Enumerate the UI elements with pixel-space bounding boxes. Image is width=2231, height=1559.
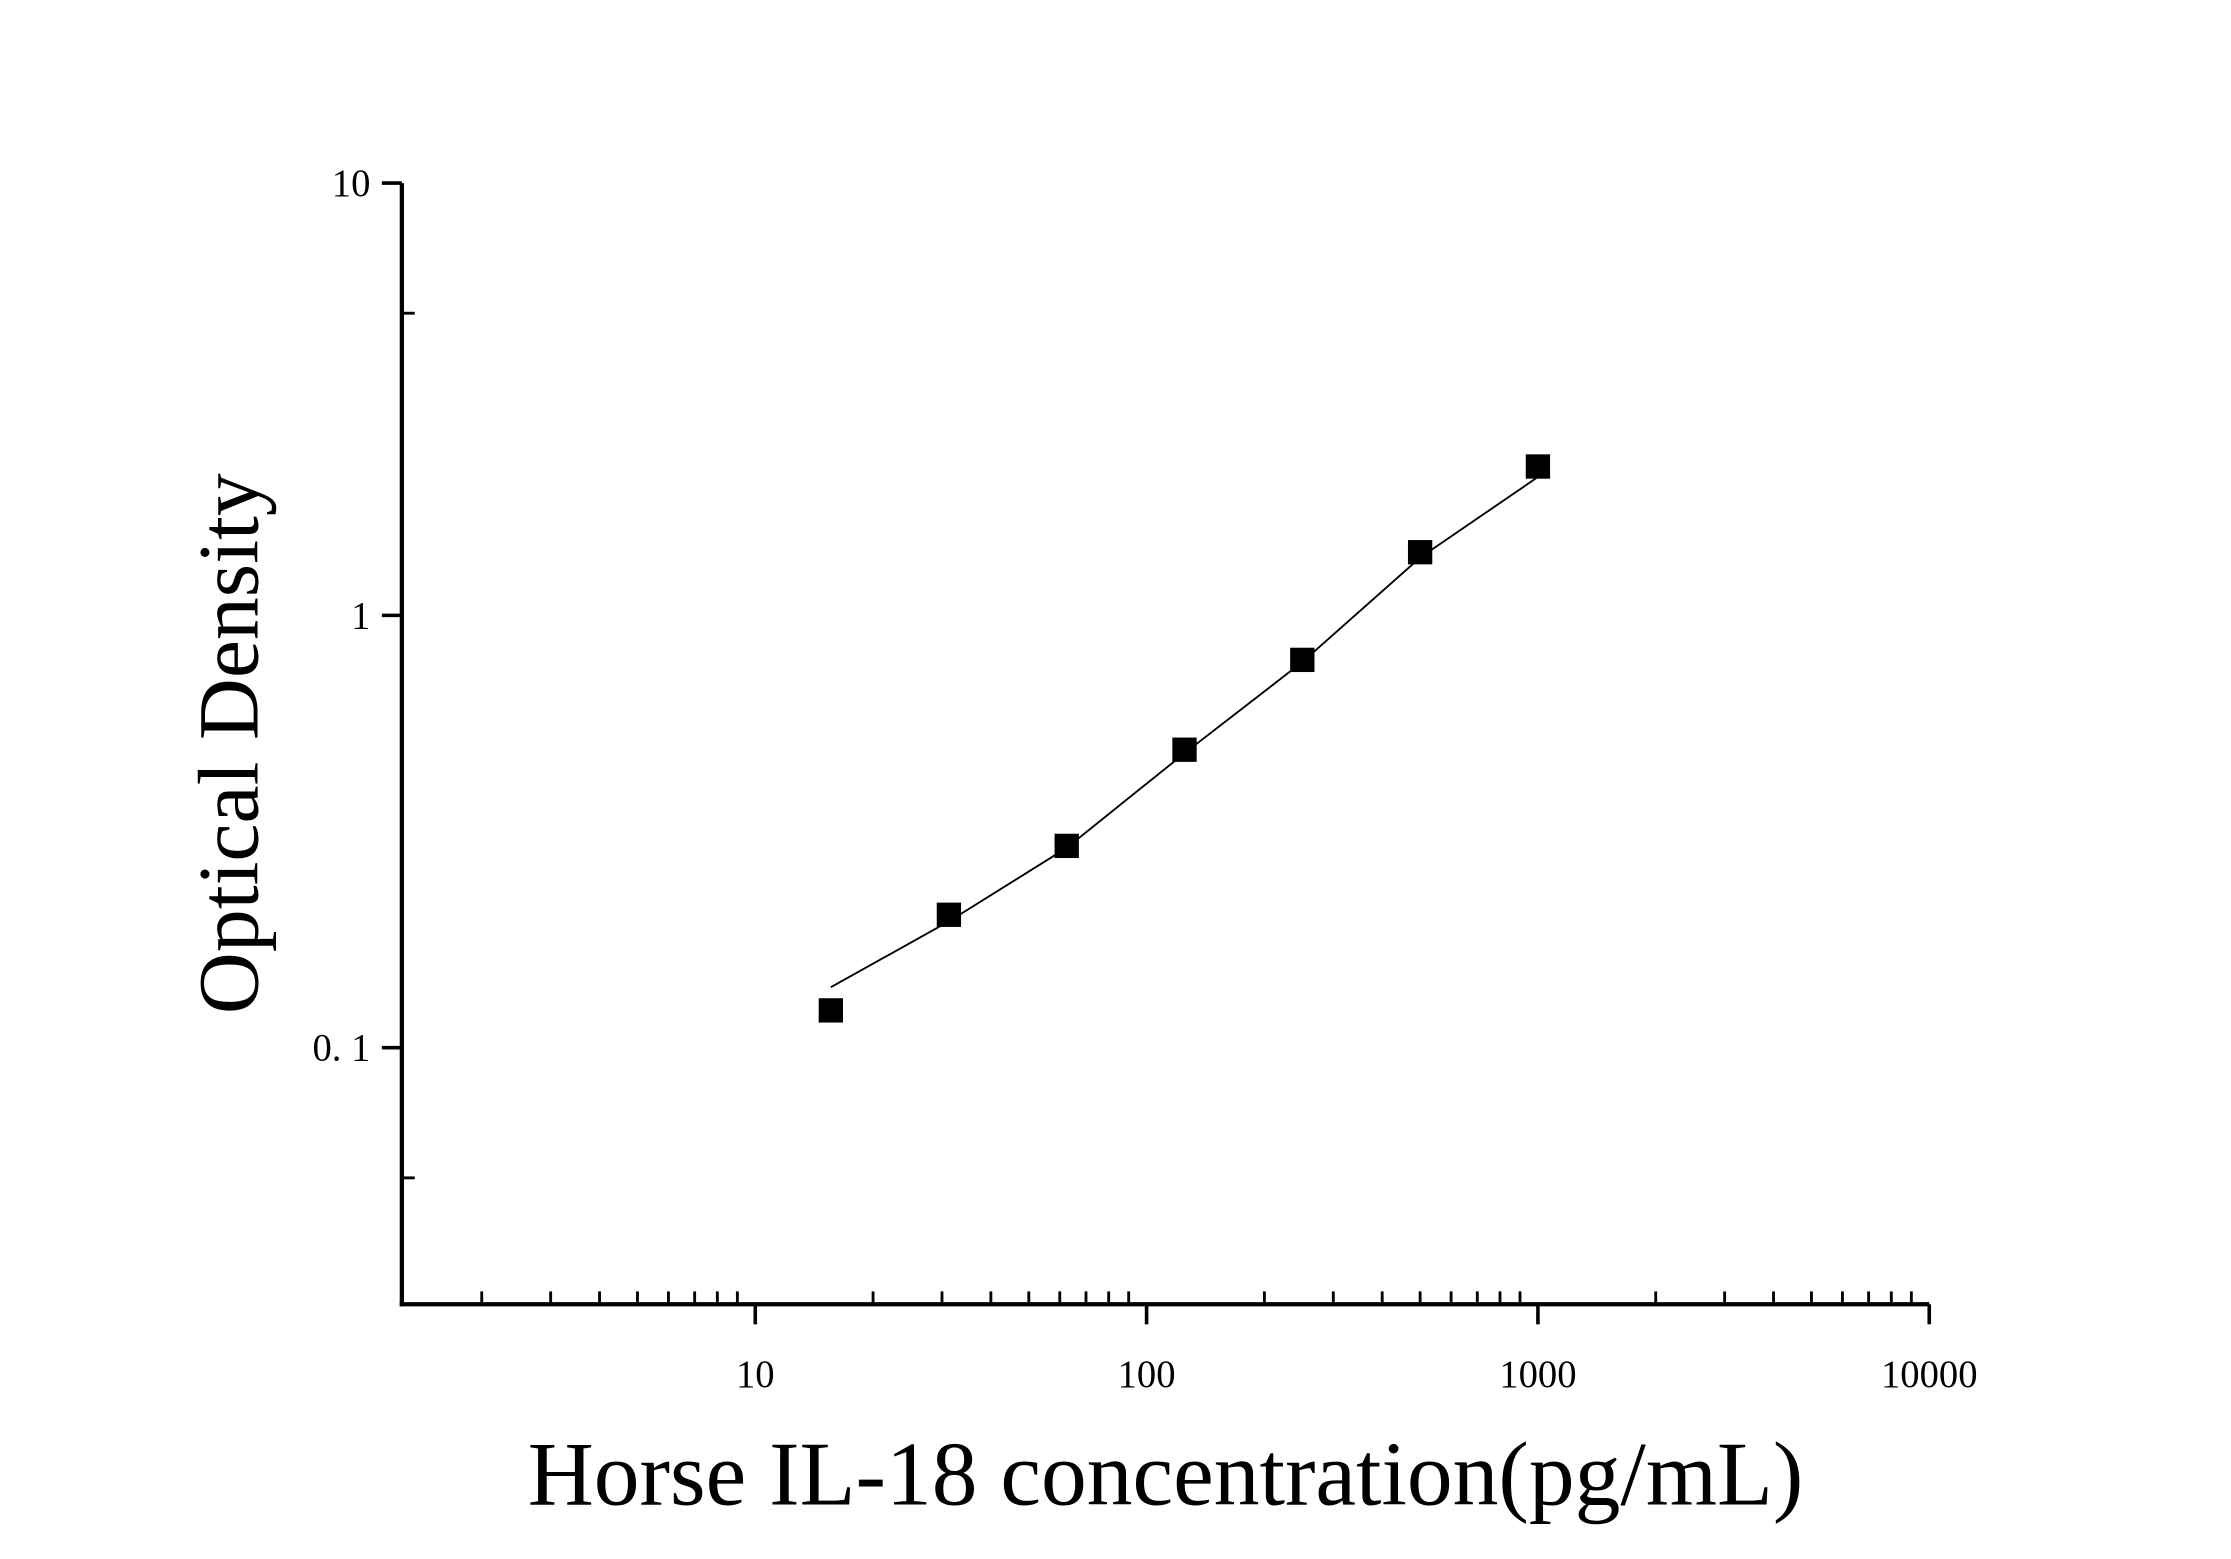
fit-curve xyxy=(830,476,1539,989)
x-tick-label: 10 xyxy=(736,1354,775,1396)
x-tick-label: 1000 xyxy=(1499,1354,1576,1396)
x-tick-label: 10000 xyxy=(1881,1354,1978,1396)
x-axis-label: Horse IL-18 concentration(pg/mL) xyxy=(528,1423,1804,1525)
y-tick-label: 0. 1 xyxy=(312,1028,370,1070)
data-point xyxy=(1525,454,1551,479)
data-point xyxy=(1054,833,1079,859)
data-point xyxy=(936,902,962,927)
data-point xyxy=(818,998,843,1023)
y-tick-label: 10 xyxy=(332,163,371,205)
y-axis-label: Optical Density xyxy=(181,473,276,1014)
y-tick-label: 1 xyxy=(351,595,370,637)
data-point xyxy=(1172,737,1197,762)
x-tick-label: 100 xyxy=(1118,1354,1176,1396)
